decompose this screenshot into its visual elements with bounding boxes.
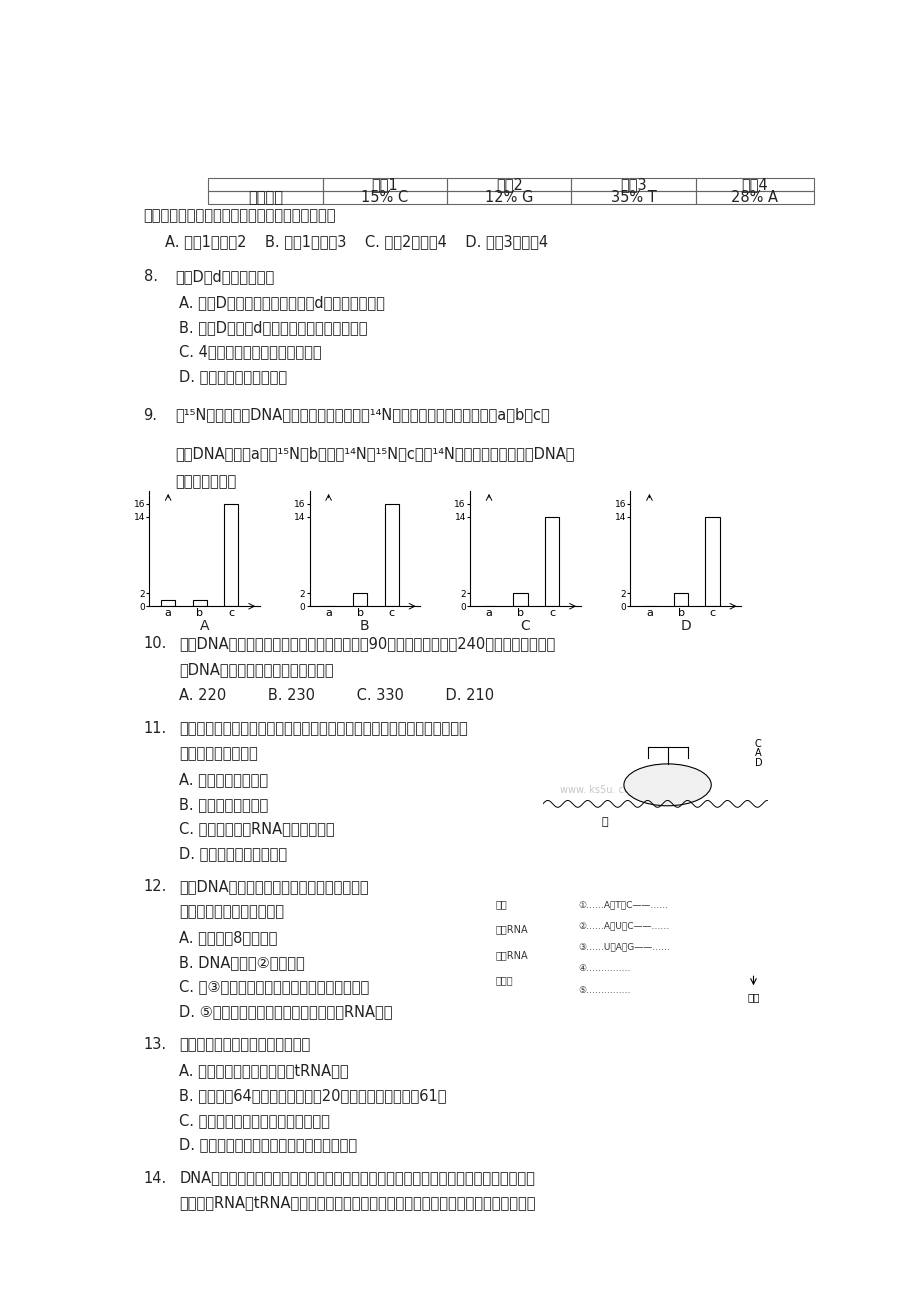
Text: A. 遗传信息位于甲上: A. 遗传信息位于甲上 xyxy=(179,772,268,788)
Text: D. 乙可以转运多种氨基酸: D. 乙可以转运多种氨基酸 xyxy=(179,846,287,861)
Text: 据表分析，哪两个样品最可能取自于同一生物个体: 据表分析，哪两个样品最可能取自于同一生物个体 xyxy=(143,208,335,224)
Text: 该DNA片段含有多少个脱氧核苷酸？: 该DNA片段含有多少个脱氧核苷酸？ xyxy=(179,661,334,677)
Text: B: B xyxy=(359,620,369,633)
Text: 基因D与d的根本区别是: 基因D与d的根本区别是 xyxy=(176,270,275,284)
Bar xyxy=(447,178,571,191)
Text: 13.: 13. xyxy=(143,1038,166,1052)
Text: A. 基因D能控制显性性状，基因d能控制隐性性状: A. 基因D能控制显性性状，基因d能控制隐性性状 xyxy=(179,296,385,310)
Bar xyxy=(447,191,571,204)
Text: B. 基因D、基因d所含的脱氧核苷酸种类不同: B. 基因D、基因d所含的脱氧核苷酸种类不同 xyxy=(179,320,368,335)
Text: 15% C: 15% C xyxy=(361,190,408,206)
Text: 8.: 8. xyxy=(143,270,157,284)
Text: 样哈1: 样哈1 xyxy=(371,177,398,193)
Text: DNA分子模板链上的碱基序列携带的遗传信息最终翻译成的氨基酸如下表所示。则右图所: DNA分子模板链上的碱基序列携带的遗传信息最终翻译成的氨基酸如下表所示。则右图所 xyxy=(179,1170,535,1186)
Text: 用¹⁵N标记细菌的DNA分子，再将它们放入含¹⁴N的培养基中连续繁殖四代，a、b、c为: 用¹⁵N标记细菌的DNA分子，再将它们放入含¹⁴N的培养基中连续繁殖四代，a、b… xyxy=(176,408,550,423)
Text: 14.: 14. xyxy=(143,1170,166,1186)
Text: 下列有关密码子的叙述，正确的是: 下列有关密码子的叙述，正确的是 xyxy=(179,1038,310,1052)
Text: D. ⑤代表的氨基酸只能由一种特定转运RNA搬运: D. ⑤代表的氨基酸只能由一种特定转运RNA搬运 xyxy=(179,1004,392,1019)
Text: A. 样品1和样品2    B. 样品1和样品3    C. 样品2和样品4    D. 样品3和样品4: A. 样品1和样品2 B. 样品1和样品3 C. 样品2和样品4 D. 样品3和… xyxy=(165,234,548,249)
Bar xyxy=(208,191,323,204)
Text: 三种DNA分子：a只含¹⁵N，b同时含¹⁴N和¹⁵N，c只含¹⁴N，则下图所示这三种DNA分: 三种DNA分子：a只含¹⁵N，b同时含¹⁴N和¹⁵N，c只含¹⁴N，则下图所示这… xyxy=(176,447,574,461)
Text: 11.: 11. xyxy=(143,721,166,737)
Bar xyxy=(323,191,447,204)
Text: B. 密码子有64种，其中能够编码20种氨基酸的密码子为61种: B. 密码子有64种，其中能够编码20种氨基酸的密码子为61种 xyxy=(179,1088,447,1103)
Bar xyxy=(323,178,447,191)
Bar xyxy=(571,178,695,191)
Text: C: C xyxy=(520,620,529,633)
Text: 样哈4: 样哈4 xyxy=(741,177,767,193)
Text: 9.: 9. xyxy=(143,408,157,423)
Text: C. 在③链上可以有若干个核糖体同时进行工作: C. 在③链上可以有若干个核糖体同时进行工作 xyxy=(179,979,369,995)
Bar xyxy=(695,191,812,204)
Text: B. DNA双链中②为模板链: B. DNA双链中②为模板链 xyxy=(179,954,304,970)
Text: 12% G: 12% G xyxy=(484,190,533,206)
Text: A: A xyxy=(199,620,209,633)
Text: C. 甲的合成需要RNA聚合酶的参与: C. 甲的合成需要RNA聚合酶的参与 xyxy=(179,822,335,836)
Text: A. 图中包含8种核苷酸: A. 图中包含8种核苷酸 xyxy=(179,930,278,945)
Bar xyxy=(695,178,812,191)
Text: D: D xyxy=(680,620,690,633)
Text: C. 4种脱氧核苷酸的排列顺序不同: C. 4种脱氧核苷酸的排列顺序不同 xyxy=(179,344,322,359)
Text: 样哈3: 样哈3 xyxy=(619,177,646,193)
Text: C. 每个密码子都有与之对应的氨基酸: C. 每个密码子都有与之对应的氨基酸 xyxy=(179,1113,330,1128)
Text: 10.: 10. xyxy=(143,637,166,651)
Text: 子的比例正的是: 子的比例正的是 xyxy=(176,474,236,490)
Text: D. 在染色体上的位置不同: D. 在染色体上的位置不同 xyxy=(179,368,287,384)
Text: 一个DNA片段，经过连续两次复制，共需要了90个游离的腺嘌呤，240个游离的胞嘧啶。: 一个DNA片段，经过连续两次复制，共需要了90个游离的腺嘌呤，240个游离的胞嘧… xyxy=(179,637,555,651)
Text: 35% T: 35% T xyxy=(610,190,655,206)
Text: 28% A: 28% A xyxy=(731,190,777,206)
Bar xyxy=(571,191,695,204)
Text: 图示DNA分子片段（基因）控制蛋白质的合成: 图示DNA分子片段（基因）控制蛋白质的合成 xyxy=(179,879,369,894)
Text: 碱基含量: 碱基含量 xyxy=(247,190,282,206)
Text: 样哈2: 样哈2 xyxy=(495,177,522,193)
Text: A. 220         B. 230         C. 330         D. 210: A. 220 B. 230 C. 330 D. 210 xyxy=(179,687,494,703)
Text: 12.: 12. xyxy=(143,879,166,894)
Text: 示的转运RNA（tRNA）所携带的氨基酸是（反密码子从携带氨基酸的一端开始读码）: 示的转运RNA（tRNA）所携带的氨基酸是（反密码子从携带氨基酸的一端开始读码） xyxy=(179,1195,535,1210)
Text: D. 密码子能与相对应的氨基酸发生碱基配对: D. 密码子能与相对应的氨基酸发生碱基配对 xyxy=(179,1137,357,1152)
Text: A. 编码氨基酸的密码子位于tRNA上。: A. 编码氨基酸的密码子位于tRNA上。 xyxy=(179,1064,348,1078)
Text: www. ks5u. com: www. ks5u. com xyxy=(560,785,639,794)
Text: B. 乙由三个碱基组成: B. 乙由三个碱基组成 xyxy=(179,797,268,812)
Bar xyxy=(208,178,323,191)
Text: 如右图所示为真核细胞蛋白质合成过程中必需的两种物质（甲、乙），下列: 如右图所示为真核细胞蛋白质合成过程中必需的两种物质（甲、乙），下列 xyxy=(179,721,468,737)
Text: 过程，下面的说法错误的是: 过程，下面的说法错误的是 xyxy=(179,904,284,919)
Text: 有关叙述中正确的是: 有关叙述中正确的是 xyxy=(179,746,257,760)
